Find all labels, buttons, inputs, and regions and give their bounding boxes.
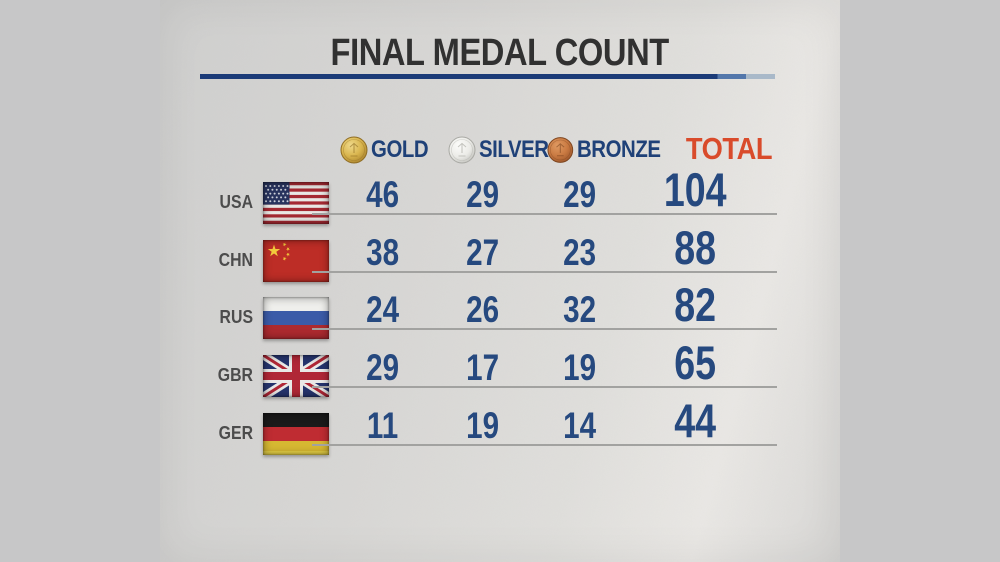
bronze-count: 19 bbox=[563, 347, 597, 388]
column-header-bronze: BRONZE bbox=[547, 131, 675, 169]
country-code: GBR bbox=[217, 365, 253, 385]
bronze-medal-icon bbox=[547, 137, 574, 163]
row-divider bbox=[312, 328, 777, 330]
table-row-chn: CHN 38 27 23 88 bbox=[0, 221, 1000, 282]
gold-count: 38 bbox=[366, 232, 400, 273]
bronze-count: 32 bbox=[563, 289, 597, 330]
country-code: USA bbox=[219, 192, 253, 212]
column-header-label: BRONZE bbox=[576, 136, 661, 163]
table-row-rus: RUS 24 26 32 82 bbox=[0, 278, 1000, 339]
page-title: FINAL MEDAL COUNT bbox=[330, 32, 670, 74]
table-row-ger: GER 11 19 14 44 bbox=[0, 394, 1000, 455]
china-flag-icon bbox=[263, 240, 329, 282]
silver-count: 17 bbox=[466, 347, 500, 388]
silver-count: 19 bbox=[466, 405, 500, 446]
great-britain-flag-icon bbox=[263, 355, 329, 397]
russia-flag-icon bbox=[263, 297, 329, 339]
silver-count: 29 bbox=[466, 174, 500, 215]
gold-count: 46 bbox=[366, 174, 400, 215]
total-count: 88 bbox=[674, 221, 717, 274]
total-count: 44 bbox=[674, 394, 717, 447]
country-code: CHN bbox=[218, 250, 253, 270]
column-header-label: GOLD bbox=[370, 136, 429, 163]
gold-count: 24 bbox=[366, 289, 400, 330]
row-divider bbox=[312, 444, 777, 446]
row-divider bbox=[312, 271, 777, 273]
gold-count: 29 bbox=[366, 347, 400, 388]
bronze-count: 29 bbox=[563, 174, 597, 215]
column-header-gold: GOLD bbox=[333, 131, 445, 169]
table-row-usa: USA 46 29 29 104 bbox=[0, 163, 1000, 224]
row-divider bbox=[312, 213, 777, 215]
germany-flag-icon bbox=[263, 413, 329, 455]
silver-count: 26 bbox=[466, 289, 500, 330]
bronze-count: 14 bbox=[563, 405, 597, 446]
table-row-gbr: GBR 29 17 19 65 bbox=[0, 336, 1000, 397]
title-underline bbox=[200, 74, 775, 79]
total-count: 65 bbox=[674, 336, 717, 389]
gold-count: 11 bbox=[367, 405, 399, 446]
usa-flag-icon bbox=[263, 182, 329, 224]
silver-count: 27 bbox=[466, 232, 500, 273]
column-header-silver: SILVER bbox=[447, 131, 561, 169]
column-header-label: SILVER bbox=[478, 136, 549, 163]
bronze-count: 23 bbox=[563, 232, 597, 273]
silver-medal-icon bbox=[448, 136, 476, 164]
country-code: GER bbox=[218, 423, 253, 443]
country-code: RUS bbox=[219, 307, 253, 327]
column-header-total: TOTAL bbox=[685, 131, 773, 166]
row-divider bbox=[312, 386, 777, 388]
gold-medal-icon bbox=[340, 136, 368, 164]
total-count: 82 bbox=[674, 278, 717, 331]
total-count: 104 bbox=[664, 163, 727, 216]
